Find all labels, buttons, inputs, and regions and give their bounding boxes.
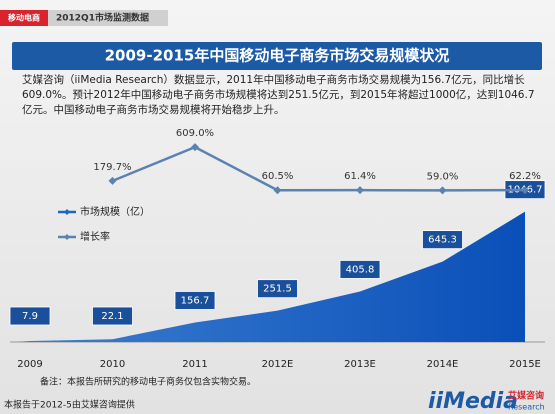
x-tick-label: 2009	[17, 359, 42, 370]
growth-marker	[521, 186, 529, 195]
x-tick-label: 2010	[100, 359, 125, 370]
logo-en: Research	[508, 403, 545, 412]
tag: 移动电商	[8, 13, 40, 23]
legend-marker	[64, 234, 70, 240]
growth-marker	[356, 186, 364, 195]
value-label: 405.8	[346, 264, 375, 275]
growth-label: 179.7%	[93, 162, 131, 173]
x-tick-label: 2014E	[427, 359, 459, 370]
growth-marker	[438, 186, 447, 195]
area	[15, 211, 525, 342]
growth-marker	[191, 143, 199, 152]
value-label-bg	[257, 279, 298, 299]
growth-label: 59.0%	[427, 171, 459, 182]
legend-label: 增长率	[80, 230, 110, 243]
value-label-bg	[9, 306, 51, 326]
growth-label: 609.0%	[176, 128, 214, 139]
value-label: 156.7	[181, 295, 210, 306]
value-label-bg	[92, 306, 133, 326]
value-label: 251.5	[263, 284, 292, 295]
tag-bg	[0, 10, 48, 26]
x-tick-label: 2012E	[262, 359, 294, 370]
value-label: 645.3	[428, 235, 457, 246]
growth-marker	[108, 176, 117, 185]
growth-marker	[273, 186, 282, 195]
value-label: 22.1	[101, 311, 123, 322]
growth-label: 61.4%	[344, 171, 376, 182]
value-label-bg	[339, 260, 381, 279]
x-tick-label: 2015E	[509, 359, 541, 370]
value-label: 7.9	[22, 311, 38, 322]
growth-line	[112, 145, 526, 192]
report: 2012Q1市场监测数据	[56, 12, 149, 24]
value-label-bg	[174, 291, 216, 310]
description: 艾媒咨询（iiMedia Research）数据显示，2011年中国移动电子商务…	[22, 74, 535, 116]
value-label-bg	[422, 230, 463, 250]
report-bg	[48, 10, 168, 26]
legend-marker	[64, 209, 70, 215]
logo-brand: iiMedia	[428, 389, 518, 414]
logo-cn: 艾媒咨询	[508, 390, 544, 402]
legend-label: 市场规模（亿）	[80, 205, 150, 218]
source: 本报告于2012-5由艾媒咨询提供	[4, 399, 135, 411]
chart-title: 2009-2015年中国移动电子商务市场交易规模状况	[105, 47, 450, 65]
note: 备注：本报告所研究的移动电子商务仅包含实物交易。	[40, 376, 256, 388]
x-tick-label: 2011	[182, 359, 207, 370]
title-bg	[12, 42, 542, 70]
x-tick-label: 2013E	[344, 359, 376, 370]
growth-label: 62.2%	[509, 171, 541, 182]
growth-label: 60.5%	[262, 171, 294, 182]
